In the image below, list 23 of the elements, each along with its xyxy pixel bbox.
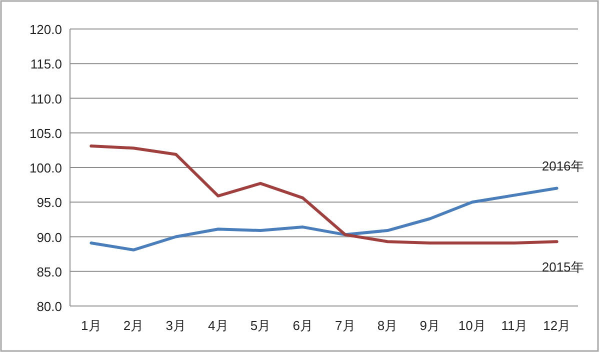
series-label: 2015年	[542, 260, 584, 275]
x-tick-label: 5月	[250, 318, 271, 333]
series-label: 2016年	[542, 158, 584, 174]
y-tick-label: 120.0	[29, 22, 62, 37]
x-tick-label: 3月	[166, 318, 186, 333]
y-tick-label: 100.0	[29, 160, 62, 176]
x-tick-label: 7月	[335, 318, 356, 333]
x-tick-label: 12月	[543, 318, 571, 333]
x-tick-label: 11月	[501, 318, 528, 333]
y-tick-label: 115.0	[30, 56, 62, 72]
y-tick-label: 105.0	[29, 126, 62, 141]
x-tick-label: 4月	[208, 318, 228, 333]
y-tick-label: 80.0	[36, 299, 62, 314]
x-tick-label: 10月	[458, 318, 486, 333]
x-tick-label: 2月	[123, 318, 144, 333]
x-tick-label: 6月	[292, 318, 313, 333]
x-tick-label: 9月	[420, 318, 440, 333]
x-tick-label: 1月	[81, 318, 102, 333]
x-tick-label: 8月	[377, 318, 398, 333]
y-tick-label: 95.0	[36, 195, 62, 210]
y-tick-label: 110.0	[30, 91, 62, 106]
y-tick-label: 90.0	[36, 230, 62, 245]
y-tick-label: 85.0	[36, 264, 62, 280]
